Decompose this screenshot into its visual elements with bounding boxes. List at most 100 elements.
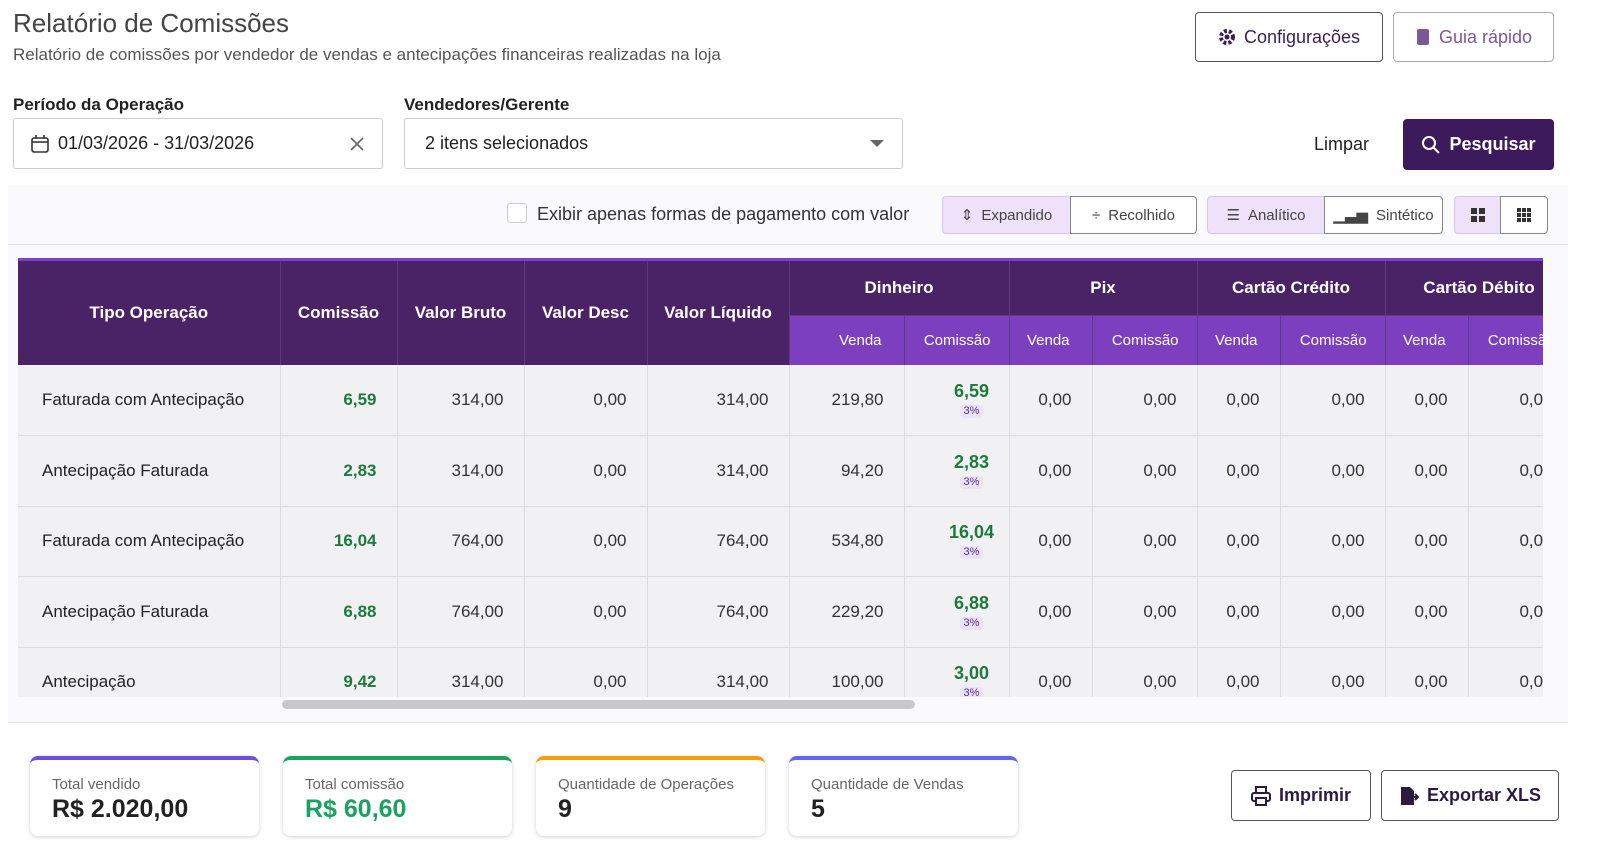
checkbox[interactable] [507,203,527,223]
table-row: Faturada com Antecipação 16,04 764,00 0,00 7… [18,506,1543,577]
group-header: Dinheiro [789,261,1010,316]
value-cell: 0,00 [1092,576,1198,648]
cash-commission-cell: 6,59 3% [904,365,1010,436]
subheader-row: Venda Comissão Venda Comissão Venda Comissão V… [18,315,1543,365]
summary-card: Quantidade de Operações 9 [536,756,765,836]
collapse-icon: ÷ [1092,206,1101,224]
guide-button[interactable]: Guia rápido [1393,12,1554,62]
sellers-select[interactable]: 2 itens selecionados [404,118,903,169]
value-cell: 0,00 [524,435,648,507]
synthetic-toggle[interactable]: ▁▃▅ Sintético [1324,196,1443,234]
commission-value: 3,00 [953,663,990,684]
cash-commission-cell: 3,00 3% [904,647,1010,697]
summary-card: Quantidade de Vendas 5 [789,756,1018,836]
cash-commission-cell: 6,88 3% [904,576,1010,648]
print-button[interactable]: Imprimir [1231,770,1371,821]
export-label: Exportar XLS [1426,785,1542,805]
value-cell: 0,00 [1468,365,1543,436]
value-cell: 0,00 [1468,576,1543,648]
calendar-icon [31,134,49,153]
analytic-toggle[interactable]: ☰ Analítico [1207,196,1325,234]
value-cell: 0,00 [524,647,648,697]
value-cell: 0,00 [1092,435,1198,507]
bars-icon: ▁▃▅ [1333,207,1369,224]
operation-type-cell: Faturada com Antecipação [18,506,281,577]
collapsed-label: Recolhido [1108,206,1175,224]
value-cell: 0,00 [1197,576,1281,648]
subtitle: Relatório de comissões por vendedor de v… [13,45,721,64]
value-cell: 9,42 [280,647,398,697]
guide-label: Guia rápido [1438,26,1533,47]
expand-icon: ⇕ [960,207,974,224]
column-header: Comissão [280,261,398,365]
title: Relatório de Comissões [13,8,290,38]
settings-label: Configurações [1243,26,1361,47]
value-cell: 0,00 [1092,647,1198,697]
rate-badge: 3% [959,616,984,630]
value-cell: 0,00 [1385,576,1469,648]
grid-small-icon [1517,208,1531,222]
card-label: Quantidade de Operações [558,776,734,793]
checkbox-label: Exibir apenas formas de pagamento com va… [537,204,910,224]
commission-value: 16,04 [948,522,995,543]
operation-type-cell: Antecipação Faturada [18,435,281,507]
clear-icon[interactable] [350,136,364,151]
value-cell: 94,20 [789,435,905,507]
grid-small-toggle[interactable] [1500,196,1548,234]
book-icon [1416,29,1429,45]
operation-type-cell: Antecipação [18,647,281,697]
table-row: Antecipação 9,42 314,00 0,00 314,00 100,00 3,0… [18,647,1543,697]
commission-value: 6,88 [953,592,990,613]
subcolumn-header: Comissão [1280,315,1386,365]
group-header: Cartão Crédito [1197,261,1386,316]
operation-type-cell: Faturada com Antecipação [18,365,281,436]
commission-value: 2,83 [953,451,990,472]
summary-card: Total vendido R$ 2.020,00 [30,756,259,836]
grid-large-toggle[interactable] [1454,196,1501,234]
export-button[interactable]: Exportar XLS [1381,770,1559,821]
value-cell: 764,00 [647,506,790,577]
subcolumn-header: Comissão [904,315,1010,365]
value-cell: 0,00 [1009,365,1093,436]
value-cell: 314,00 [647,435,790,507]
scrollbar[interactable] [282,700,915,709]
printer-icon [1250,785,1271,806]
value-cell: 0,00 [1280,506,1386,577]
subcolumn-header: Venda [1009,315,1093,365]
search-icon [1422,135,1441,154]
card-label: Quantidade de Vendas [811,776,964,793]
clear-button[interactable]: Limpar [1314,134,1370,154]
column-header: Tipo Operação [18,261,281,365]
card-value: R$ 60,60 [305,795,407,823]
subcolumn-header: Venda [789,315,905,365]
table-viewport: Tipo Operação Comissão Valor Bruto Valor De… [18,258,1543,697]
value-cell: 0,00 [1385,647,1469,697]
value-cell: 764,00 [397,506,525,577]
column-header: Valor Bruto [397,261,525,365]
value-cell: 2,83 [280,435,398,507]
value-cell: 0,00 [1009,506,1093,577]
value-cell: 0,00 [1197,435,1281,507]
expanded-label: Expandido [981,206,1053,224]
table-row: Antecipação Faturada 2,83 314,00 0,00 314,00… [18,435,1543,507]
expanded-toggle[interactable]: ⇕ Expandido [942,196,1071,234]
toolbar-divider [8,244,1568,245]
value-cell: 0,00 [1468,435,1543,507]
value-cell: 764,00 [647,576,790,648]
subcolumn-header: Comissão [1092,315,1198,365]
caret-icon [870,139,884,147]
value-cell: 16,04 [280,506,398,577]
print-label: Imprimir [1278,785,1352,805]
collapsed-toggle[interactable]: ÷ Recolhido [1070,196,1197,234]
value-cell: 219,80 [789,365,905,436]
value-cell: 0,00 [1009,576,1093,648]
subcolumn-header: Venda [1385,315,1469,365]
settings-button[interactable]: Configurações [1195,12,1383,62]
rate-badge: 3% [959,546,984,560]
sellers-value: 2 itens selecionados [425,133,589,153]
subcolumn-header: Venda [1197,315,1281,365]
column-header: Valor Líquido [647,261,790,365]
rate-badge: 3% [959,405,984,418]
period-input[interactable]: 01/03/2026 - 31/03/2026 [13,118,383,169]
search-button[interactable]: Pesquisar [1403,119,1554,170]
